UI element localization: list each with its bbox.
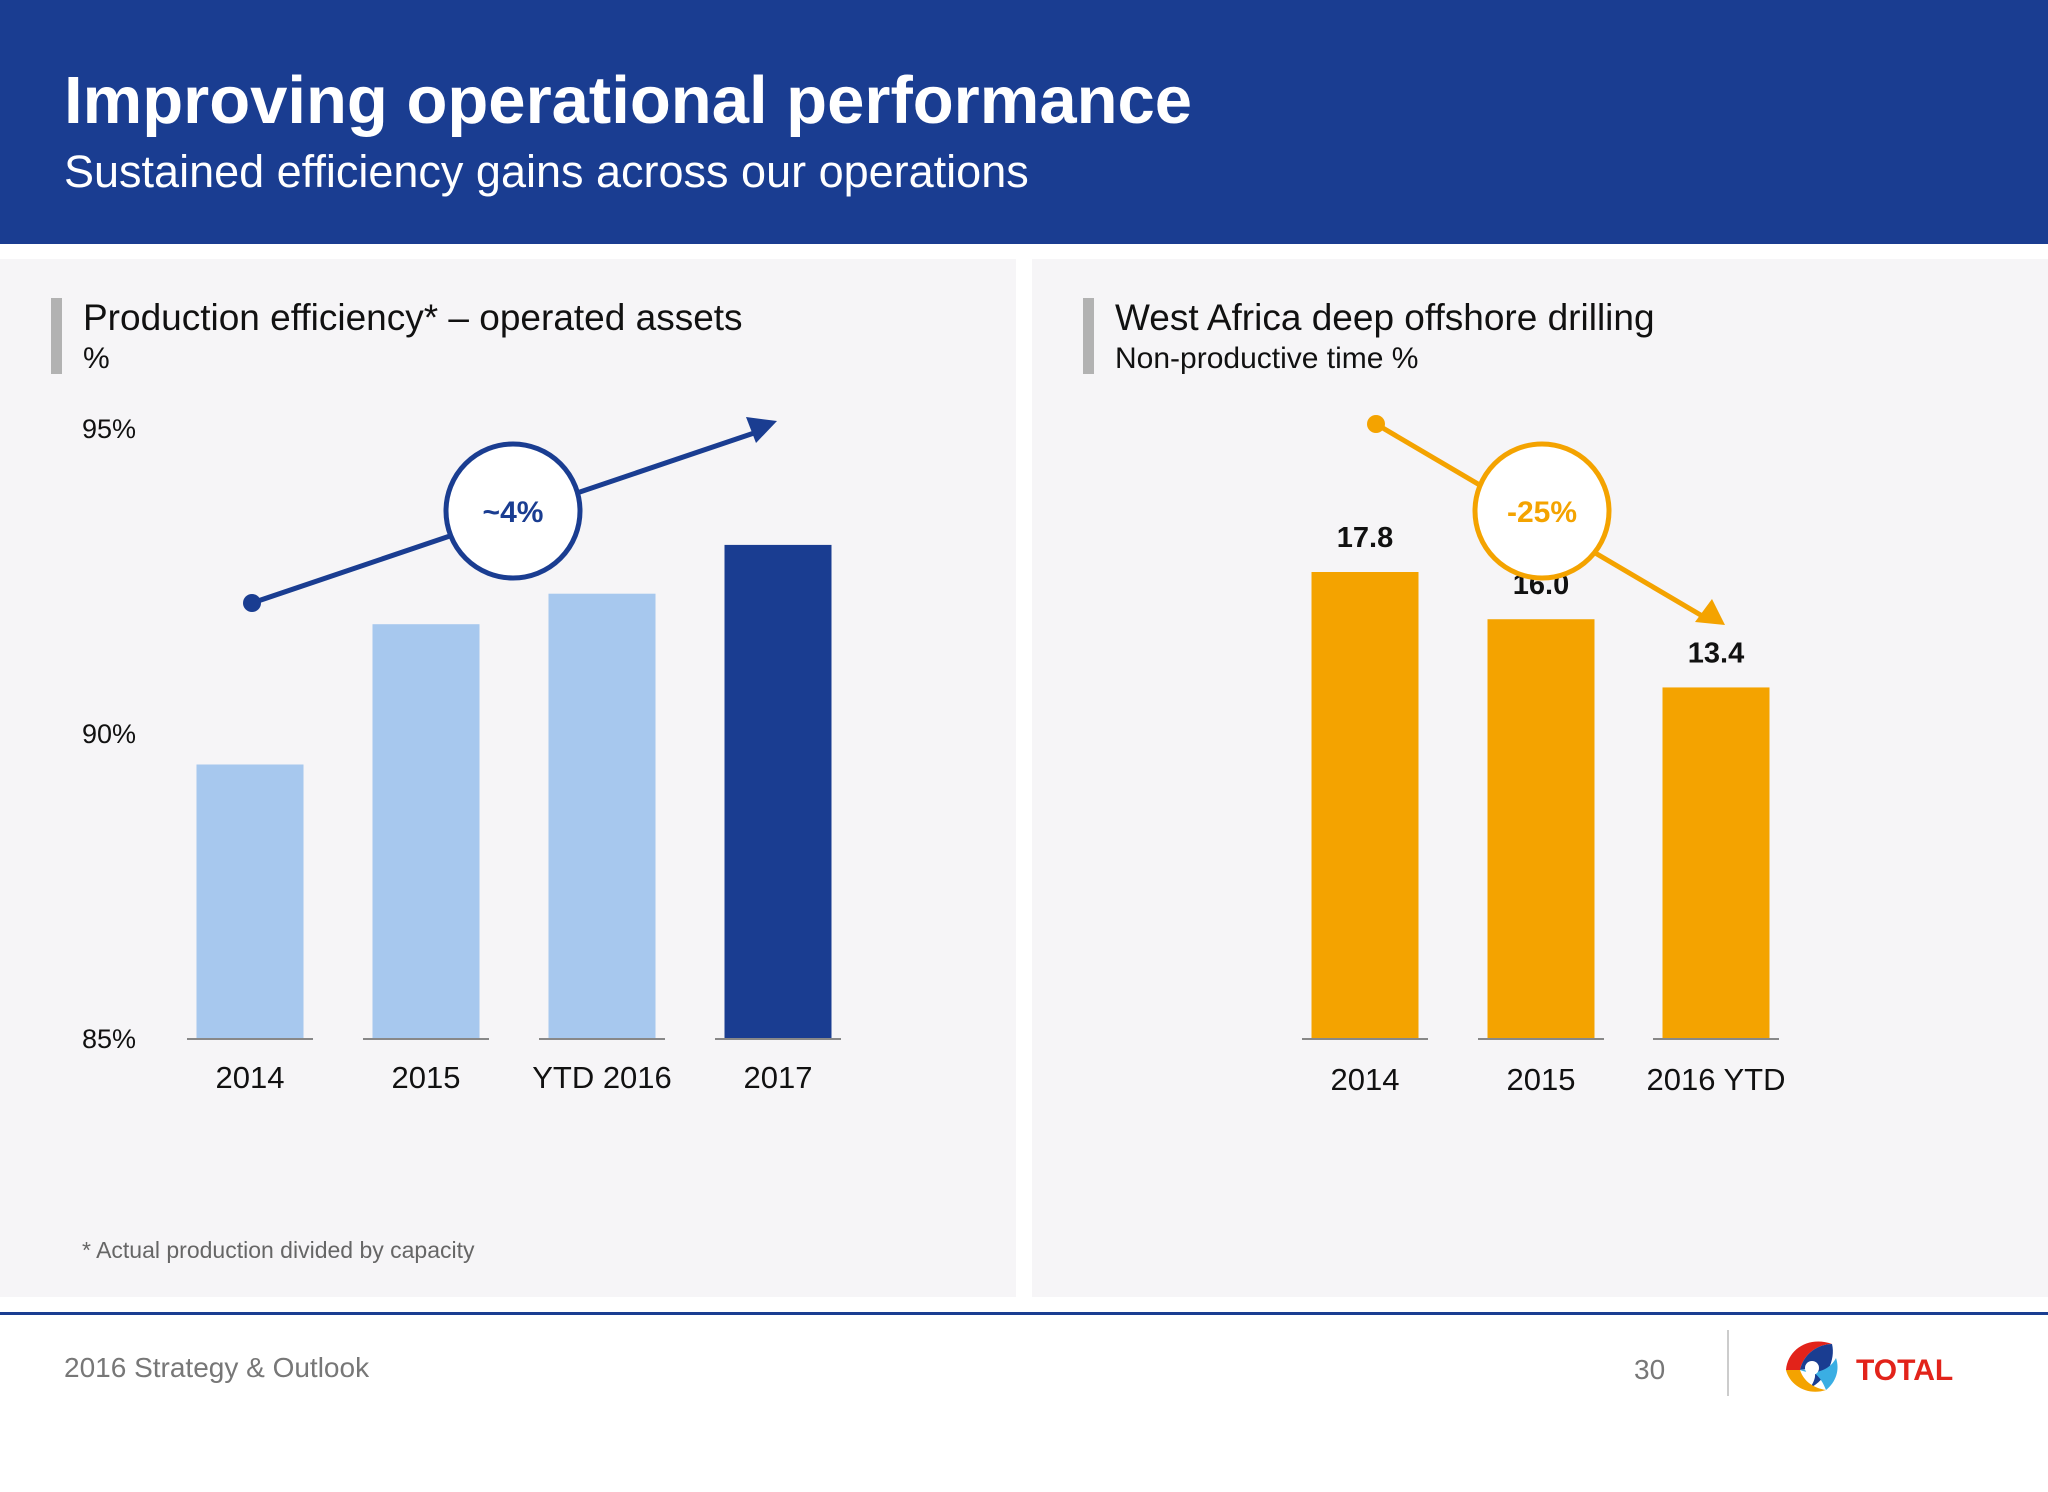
x-tick-label: 2015 [1507,1062,1576,1097]
y-tick-label: 85% [82,1024,136,1054]
bar [372,624,480,1039]
x-tick-label: 2014 [216,1060,285,1095]
footer-title: 2016 Strategy & Outlook [64,1352,370,1383]
production-efficiency-chart: 85% 90% 95% 2014 2015 YTD 2016 2017 ~4% [82,414,841,1095]
logo-wordmark: TOTAL [1856,1354,1953,1387]
total-logo-icon [1786,1341,1838,1392]
page-subtitle: Sustained efficiency gains across our op… [64,146,1029,197]
chart-unit-label: % [83,342,110,375]
panel-accent-bar [1083,298,1094,374]
x-tick-label: 2015 [392,1060,461,1095]
chart-unit-label: Non-productive time % [1115,342,1419,375]
trend-annotation-circle [1472,441,1612,581]
bar [724,544,832,1039]
x-tick-label: 2014 [1331,1062,1400,1097]
chart-title: West Africa deep offshore drilling [1115,297,1655,338]
data-label: 13.4 [1688,637,1744,669]
production-efficiency-panel: Production efficiency* – operated assets… [0,259,1016,1297]
trend-arrowhead [1695,599,1725,625]
trend-start-dot [243,594,261,612]
footer-separator [1727,1330,1729,1396]
y-tick-label: 95% [82,414,136,444]
bar [1662,687,1770,1039]
footnote: * Actual production divided by capacity [82,1237,475,1263]
data-label: 17.8 [1337,522,1393,554]
bar [1487,619,1595,1039]
y-tick-label: 90% [82,719,136,749]
header-banner: Improving operational performance Sustai… [0,0,2048,244]
total-logo: TOTAL [1786,1341,1953,1392]
bar [1311,572,1419,1039]
trend-annotation-label: -25% [1507,496,1577,529]
footer-divider-line [0,1312,2048,1315]
trend-start-dot [1367,415,1385,433]
x-tick-label: 2017 [744,1060,813,1095]
x-tick-label: 2016 YTD [1646,1062,1785,1097]
drilling-npt-panel: West Africa deep offshore drilling Non-p… [1032,259,2048,1297]
bar [196,764,304,1039]
chart-title: Production efficiency* – operated assets [83,297,743,338]
trend-annotation-circle [443,441,583,581]
trend-annotation-label: ~4% [483,496,544,529]
page-title: Improving operational performance [64,63,1193,138]
panel-accent-bar [51,298,62,374]
x-tick-label: YTD 2016 [532,1060,672,1095]
trend-arrowhead [746,417,777,443]
page-number: 30 [1634,1354,1666,1385]
bar [548,593,656,1039]
